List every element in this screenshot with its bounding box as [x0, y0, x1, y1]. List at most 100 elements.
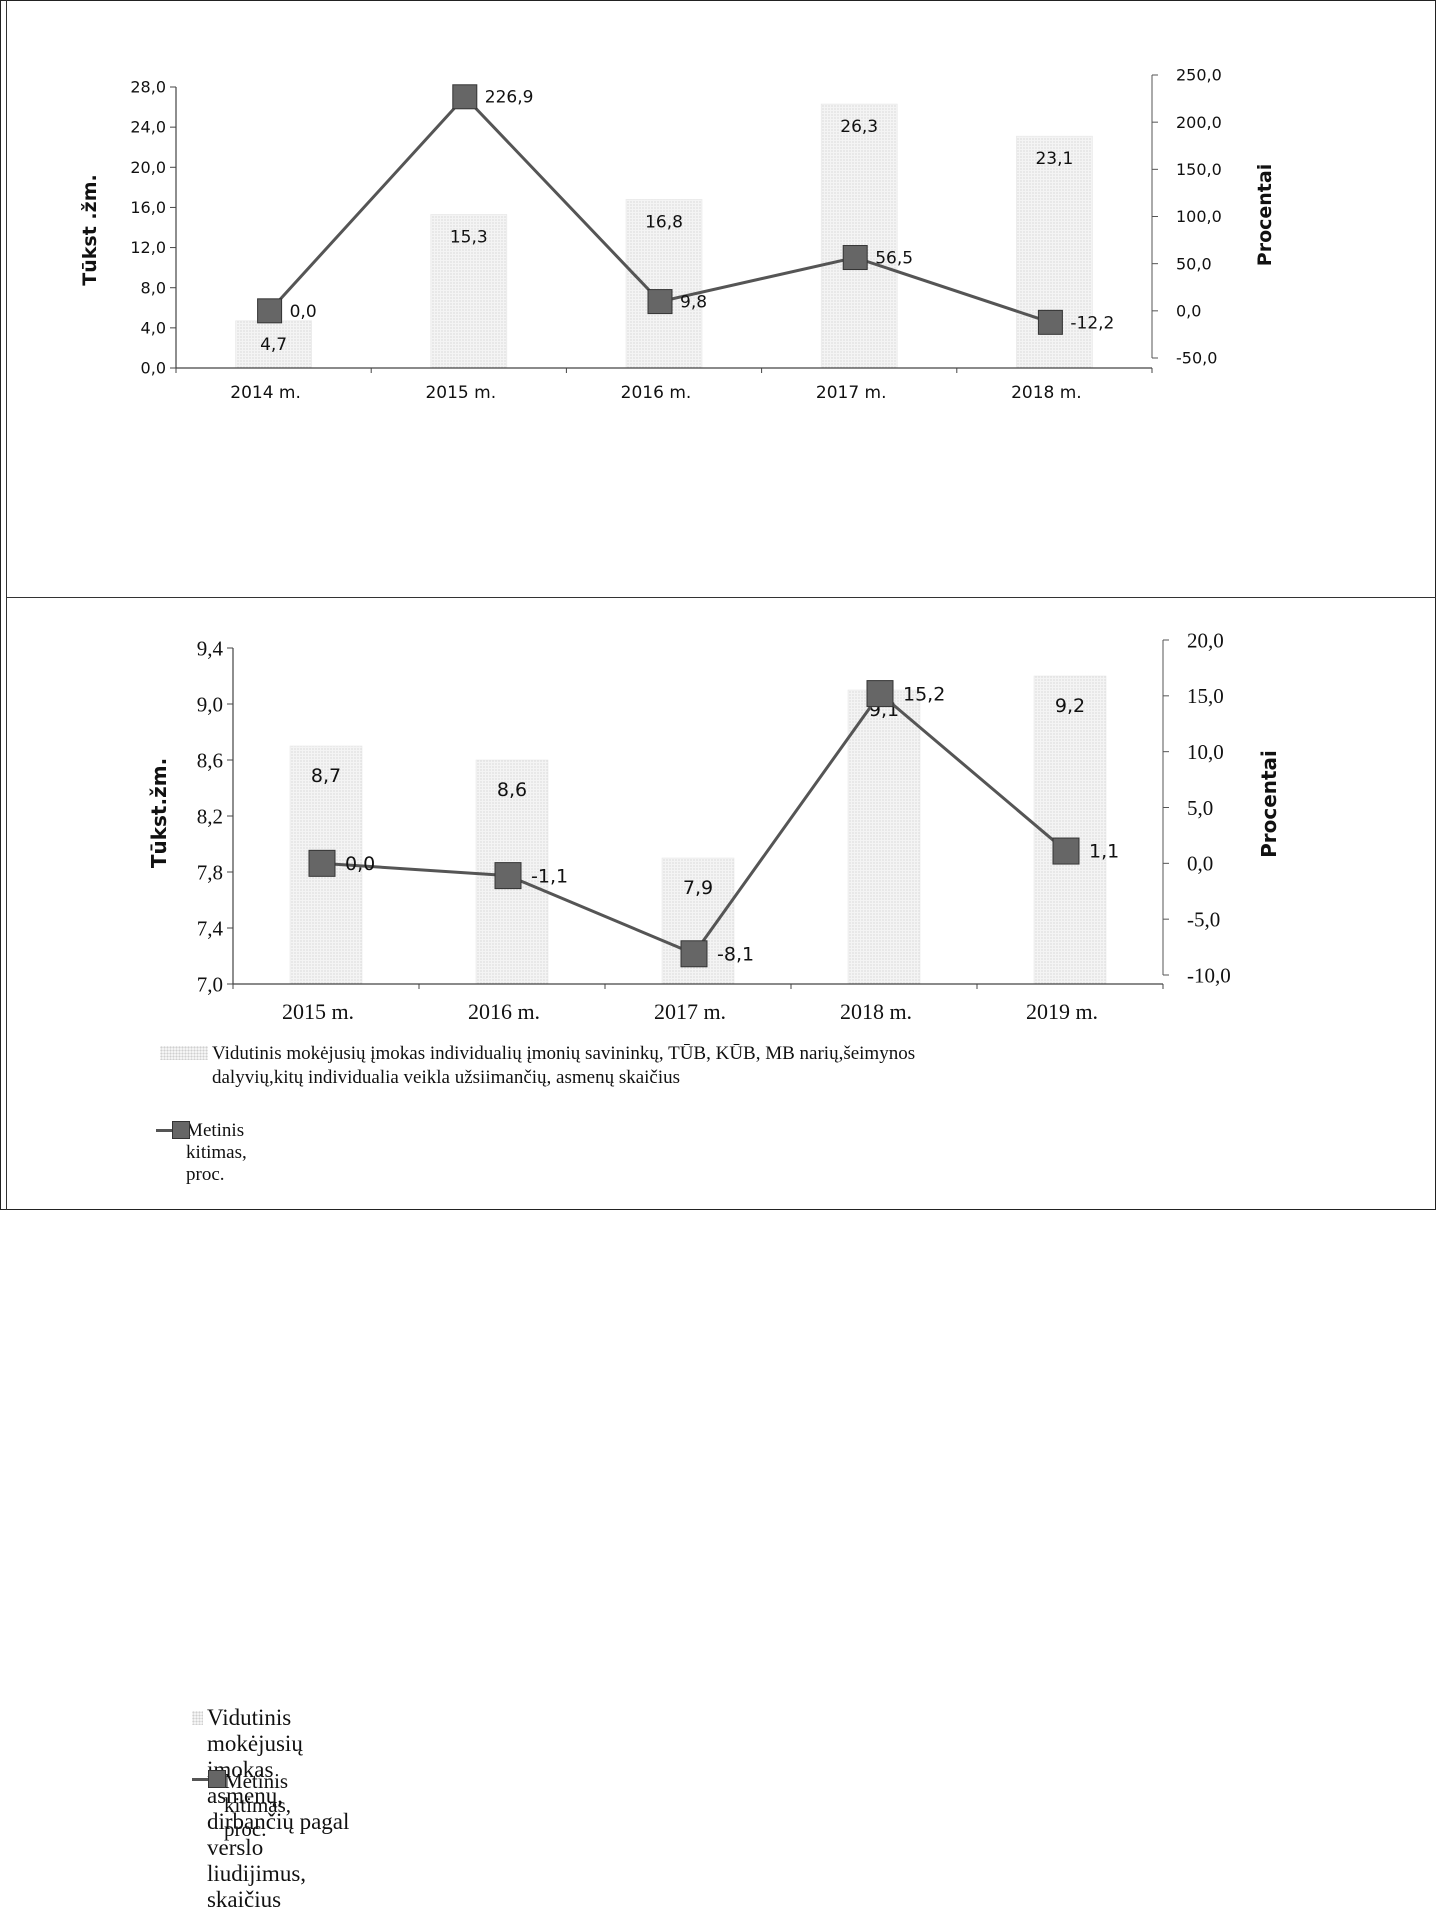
panel-divider — [6, 597, 1436, 598]
line-marker — [494, 862, 522, 890]
line-data-label: 9,8 — [680, 293, 707, 313]
legend-swatch-line — [156, 1120, 191, 1140]
bar-series — [235, 103, 1093, 369]
figure-frame — [0, 0, 1436, 1210]
left-tick-label: 28,0 — [130, 78, 166, 97]
x-tick-label: 2015 m. — [425, 383, 496, 403]
y-axis-title-right: Procentai — [1257, 750, 1281, 858]
line-data-label: 15,2 — [903, 683, 945, 705]
line-marker — [866, 680, 894, 708]
bar-data-label: 7,9 — [683, 877, 713, 899]
bar-series — [289, 675, 1107, 985]
bar-data-label: 8,7 — [311, 765, 341, 787]
right-tick-label: -5,0 — [1187, 908, 1220, 932]
legend-item-line: Metinis kitimas, proc. — [192, 1769, 319, 1841]
left-tick-label: 8,6 — [197, 748, 223, 772]
x-axis: 2015 m. 2016 m. 2017 m. 2018 m. 2019 m. — [232, 983, 1164, 1024]
x-tick-label: 2019 m. — [1026, 999, 1098, 1024]
left-tick-label: 20,0 — [130, 158, 166, 177]
x-tick-label: 2017 m. — [654, 999, 726, 1024]
right-tick-label: 200,0 — [1176, 113, 1222, 132]
line-labels: 0,0 -1,1 -8,1 15,2 1,1 — [345, 683, 1119, 965]
legend-swatch-bar — [160, 1046, 208, 1060]
line-marker — [1037, 309, 1063, 335]
right-tick-label: 50,0 — [1176, 254, 1212, 273]
bar-data-label: 15,3 — [450, 227, 488, 247]
left-tick-label: 24,0 — [130, 118, 166, 137]
legend-bar-label-line2: dalyvių,kitų individualia veikla užsiima… — [212, 1067, 681, 1088]
left-axis: 7,0 7,4 7,8 8,2 8,6 9,0 9,4 — [197, 636, 234, 996]
x-tick-label: 2018 m. — [1011, 383, 1082, 403]
line-data-label: 0,0 — [345, 853, 375, 875]
right-tick-label: 0,0 — [1176, 301, 1201, 320]
right-tick-label: 150,0 — [1176, 160, 1222, 179]
bar-0 — [235, 320, 312, 369]
legend-item-bars: Vidutinis mokėjusių įmokas individualių … — [160, 1042, 1260, 1090]
bar-3 — [820, 103, 898, 369]
x-tick-label: 2016 m. — [621, 383, 692, 403]
right-axis: -10,0 -5,0 0,0 5,0 10,0 15,0 20,0 — [1162, 628, 1231, 987]
left-tick-label: 8,0 — [141, 278, 166, 297]
left-tick-label: 9,4 — [197, 636, 224, 660]
x-axis: 2014 m. 2015 m. 2016 m. 2017 m. 2018 m. — [175, 367, 1153, 403]
line-marker — [1052, 837, 1080, 865]
right-tick-label: 100,0 — [1176, 207, 1222, 226]
x-tick-label: 2016 m. — [468, 999, 540, 1024]
line-data-label: 56,5 — [875, 248, 913, 268]
bar-data-label: 4,7 — [260, 335, 287, 355]
left-tick-label: 9,0 — [197, 692, 223, 716]
line-data-label: -1,1 — [531, 865, 568, 887]
x-tick-label: 2014 m. — [230, 383, 301, 403]
line-labels: 0,0 226,9 9,8 56,5 -12,2 — [290, 88, 1115, 334]
y-axis-title-left: Tūkst.žm. — [147, 758, 171, 868]
line-marker — [647, 289, 673, 315]
bar-labels: 8,78,67,99,1 9,2 — [311, 695, 1085, 899]
line-series — [308, 680, 1080, 968]
left-axis: 0,0 4,0 8,0 12,0 16,0 20,0 24,0 28,0 — [130, 78, 177, 378]
line-marker — [308, 849, 336, 877]
right-tick-label: 250,0 — [1176, 66, 1222, 85]
bar-1 — [430, 214, 508, 369]
right-axis: -50,0 0,0 50,0 100,0 150,0 200,0 250,0 — [1151, 66, 1222, 368]
line-marker — [842, 245, 868, 271]
left-tick-label: 4,0 — [141, 318, 166, 337]
bar-data-label: 23,1 — [1035, 149, 1073, 169]
bar-4 — [1033, 675, 1107, 985]
legend-swatch-bar — [192, 1711, 203, 1725]
chart-panel-top: Tūkst .žm. Procentai 0,0 4,0 8,0 12,0 16,0 20… — [0, 0, 1441, 1185]
line-marker — [452, 84, 478, 110]
x-tick-label: 2018 m. — [840, 999, 912, 1024]
legend-swatch-line — [192, 1769, 226, 1789]
legend-line-label: Metinis kitimas, proc. — [186, 1120, 247, 1185]
line-data-label: -8,1 — [717, 943, 754, 965]
chart-top: Tūkst .žm. Procentai 0,0 4,0 8,0 12,0 16,0 20… — [79, 66, 1276, 403]
line-marker — [257, 298, 283, 324]
right-tick-label: -10,0 — [1187, 963, 1231, 987]
left-tick-label: 7,8 — [197, 860, 223, 884]
line-data-label: 226,9 — [485, 88, 534, 108]
bar-data-label: 16,8 — [645, 212, 683, 232]
right-tick-label: 10,0 — [1187, 740, 1224, 764]
bar-2 — [625, 199, 703, 369]
legend-item-line: Metinis kitimas, proc. — [156, 1120, 273, 1186]
left-tick-label: 7,0 — [197, 972, 223, 996]
bar-3 — [847, 689, 921, 985]
left-tick-label: 8,2 — [197, 804, 223, 828]
line-marker — [680, 940, 708, 968]
right-tick-label: 15,0 — [1187, 684, 1224, 708]
line-data-label: 1,1 — [1089, 841, 1119, 863]
line-series — [257, 84, 1063, 335]
left-tick-label: 16,0 — [130, 198, 166, 217]
bar-data-label: 8,6 — [497, 779, 527, 801]
left-tick-label: 7,4 — [197, 916, 224, 940]
left-tick-label: 12,0 — [130, 238, 166, 257]
frame-left-edge — [6, 0, 7, 1210]
x-tick-label: 2017 m. — [816, 383, 887, 403]
chart-panel-bottom: Tūkst.žm. Procentai 7,0 7,4 7,8 8,2 8,6 9,0 9,… — [0, 598, 1441, 1912]
line-data-label: 0,0 — [290, 302, 317, 322]
legend-line-label: Metinis kitimas, proc. — [223, 1769, 292, 1841]
y-axis-title-right: Procentai — [1254, 164, 1276, 266]
right-tick-label: 20,0 — [1187, 628, 1224, 652]
right-tick-label: -50,0 — [1176, 349, 1217, 368]
line-data-label: -12,2 — [1070, 313, 1114, 333]
